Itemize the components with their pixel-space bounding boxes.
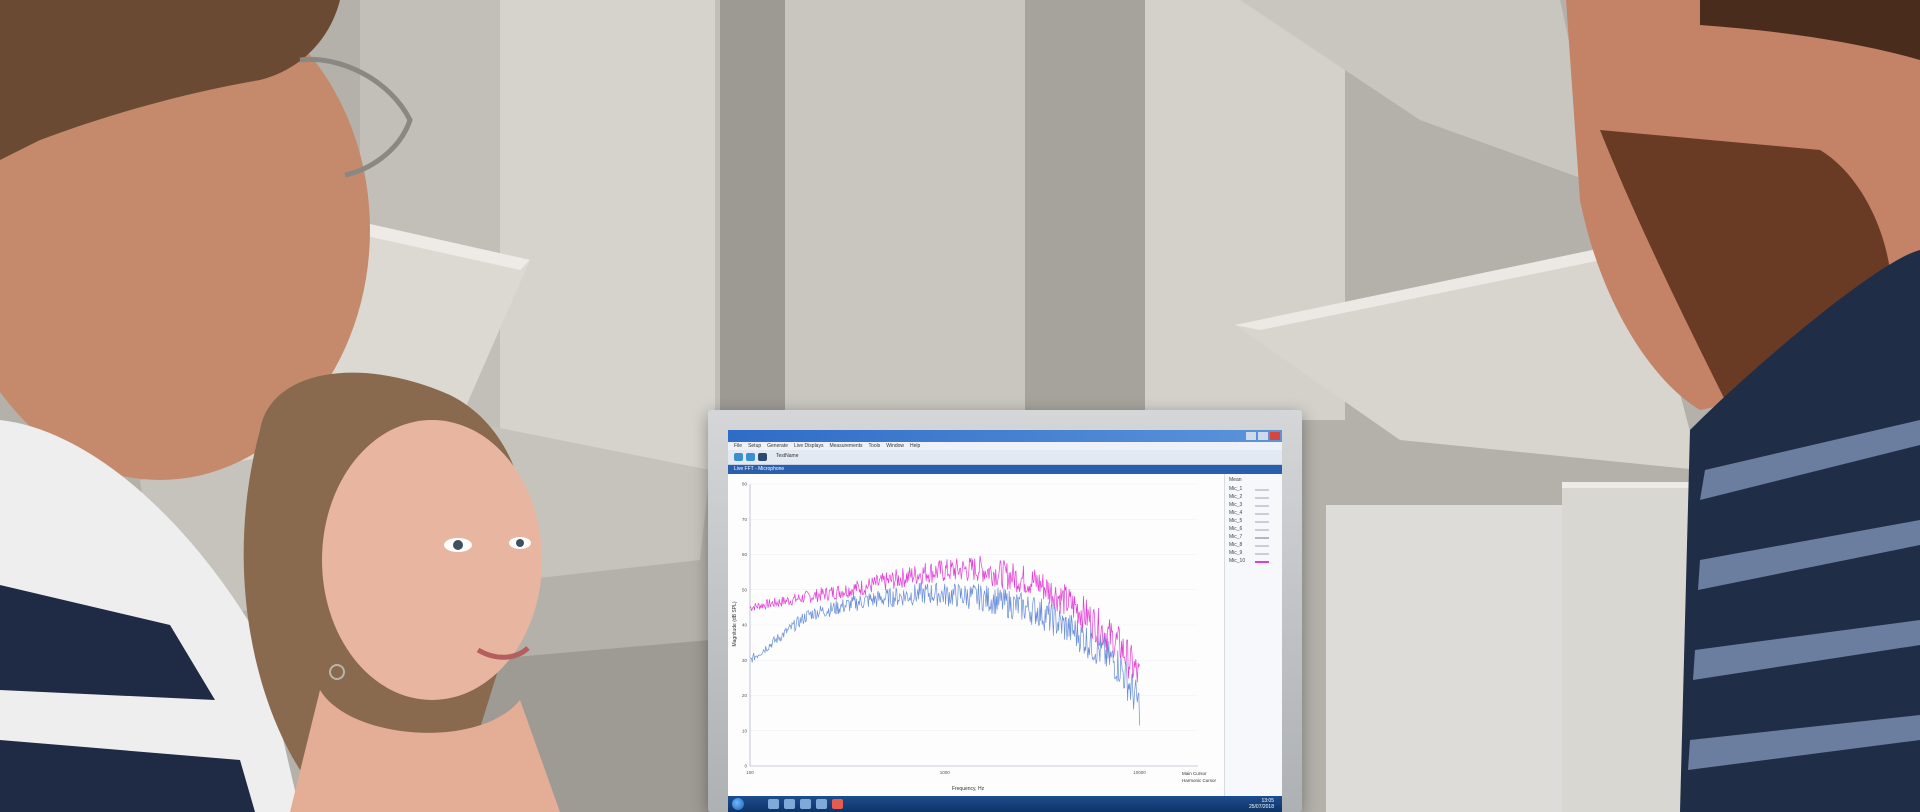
legend-item[interactable]: Mic_3 (1229, 502, 1243, 508)
open-icon[interactable] (734, 453, 743, 461)
taskbar-app-icon-5[interactable] (832, 799, 843, 809)
x-tick-label: 100 (746, 770, 754, 775)
foam-wedge-top-right (1240, 0, 1600, 185)
legend-item[interactable]: Mic_6 (1229, 526, 1243, 532)
app-title-bar (728, 430, 1282, 442)
menu-file[interactable]: File (734, 443, 743, 449)
legend-swatch (1255, 545, 1269, 547)
legend-item[interactable]: Mic_5 (1229, 518, 1243, 524)
legend-swatch (1255, 513, 1269, 515)
legend-item[interactable]: Mic_2 (1229, 494, 1243, 500)
woman-face (322, 420, 542, 700)
legend-item[interactable]: Mic_10 (1229, 558, 1246, 564)
menu-bar: File Setup Generate Live Displays Measur… (728, 442, 1282, 450)
y-tick-label: 80 (742, 482, 748, 487)
toolbar: TestName (728, 450, 1282, 465)
taskbar-app-icon-1[interactable] (768, 799, 779, 809)
series-line-magenta (749, 555, 1140, 683)
perforated-panel-1 (1326, 505, 1566, 812)
foam-wedge-right (1235, 240, 1700, 470)
legend-item[interactable]: Mic_7 (1229, 534, 1243, 540)
y-tick-label: 30 (742, 658, 748, 663)
legend-swatch (1255, 537, 1269, 539)
test-name-field[interactable]: TestName (776, 453, 799, 459)
legend-item[interactable]: Mic_4 (1229, 510, 1243, 516)
y-tick-label: 0 (744, 764, 747, 769)
y-tick-label: 40 (742, 623, 748, 628)
monitor-screen: File Setup Generate Live Displays Measur… (728, 430, 1282, 812)
x-axis-label: Frequency, Hz (952, 786, 985, 792)
menu-live-displays[interactable]: Live Displays (794, 443, 824, 449)
legend-swatch (1255, 529, 1269, 531)
menu-generate[interactable]: Generate (767, 443, 788, 449)
maximize-button[interactable] (1258, 432, 1268, 440)
woman-mouth (476, 646, 530, 660)
computer-monitor: File Setup Generate Live Displays Measur… (708, 410, 1302, 812)
earring (329, 664, 345, 680)
y-tick-label: 60 (742, 552, 748, 557)
legend-panel: Mean Mic_1 Mic_2 Mic_3 Mic_4 Mic_5 Mic_6 Mic_7… (1224, 474, 1282, 796)
menu-setup[interactable]: Setup (748, 443, 762, 449)
menu-tools[interactable]: Tools (868, 443, 881, 449)
taskbar-app-icon-3[interactable] (800, 799, 811, 809)
menu-window[interactable]: Window (886, 443, 905, 449)
refresh-icon[interactable] (746, 453, 755, 461)
y-tick-label: 50 (742, 587, 748, 592)
y-tick-label: 20 (742, 693, 748, 698)
legend-item[interactable]: Mic_1 (1229, 486, 1243, 492)
legend-swatch (1255, 553, 1269, 555)
start-button-icon[interactable] (732, 798, 744, 810)
y-axis-label: Magnitude (dB SPL) (732, 601, 738, 646)
clock-time: 13:05 (1261, 798, 1274, 804)
harmonic-cursor-label[interactable]: Harmonic Cursor (1182, 778, 1217, 783)
menu-measurements[interactable]: Measurements (829, 443, 863, 449)
legend-swatch (1255, 497, 1269, 499)
legend-swatch (1255, 521, 1269, 523)
taskbar-clock: 13:05 25/07/2018 (1249, 798, 1274, 810)
panel-title: Live FFT - Microphone (728, 465, 1282, 474)
x-tick-label: 10000 (1133, 770, 1146, 775)
main-cursor-label[interactable]: Main Cursor (1182, 771, 1207, 776)
woman-neck (290, 690, 560, 812)
y-tick-label: 70 (742, 517, 748, 522)
cursor-info: Main Cursor Harmonic Cursor (1182, 770, 1216, 784)
eyeglasses (299, 56, 413, 178)
taskbar-app-icon-4[interactable] (816, 799, 827, 809)
y-tick-label: 10 (742, 728, 748, 733)
save-icon[interactable] (758, 453, 767, 461)
clock-date: 25/07/2018 (1248, 804, 1274, 810)
legend-swatch (1255, 489, 1269, 491)
chart-axes (749, 484, 1198, 767)
minimize-button[interactable] (1246, 432, 1256, 440)
windows-taskbar: 13:05 25/07/2018 (728, 796, 1282, 812)
person-left-hair (0, 0, 340, 160)
close-button[interactable] (1270, 432, 1280, 440)
legend-swatch (1255, 505, 1269, 507)
taskbar-app-icon-2[interactable] (784, 799, 795, 809)
fft-plot-area: 80 70 60 50 40 30 20 10 0 100 1000 10000 Frequency… (728, 474, 1224, 796)
series-line-blue (749, 582, 1140, 726)
legend-title: Mean (1229, 477, 1242, 483)
menu-help[interactable]: Help (910, 443, 921, 449)
legend-item[interactable]: Mic_9 (1229, 550, 1243, 556)
legend-swatch (1255, 561, 1269, 563)
person-left-shirt (0, 420, 300, 812)
legend-item[interactable]: Mic_8 (1229, 542, 1243, 548)
x-tick-label: 1000 (940, 770, 951, 775)
